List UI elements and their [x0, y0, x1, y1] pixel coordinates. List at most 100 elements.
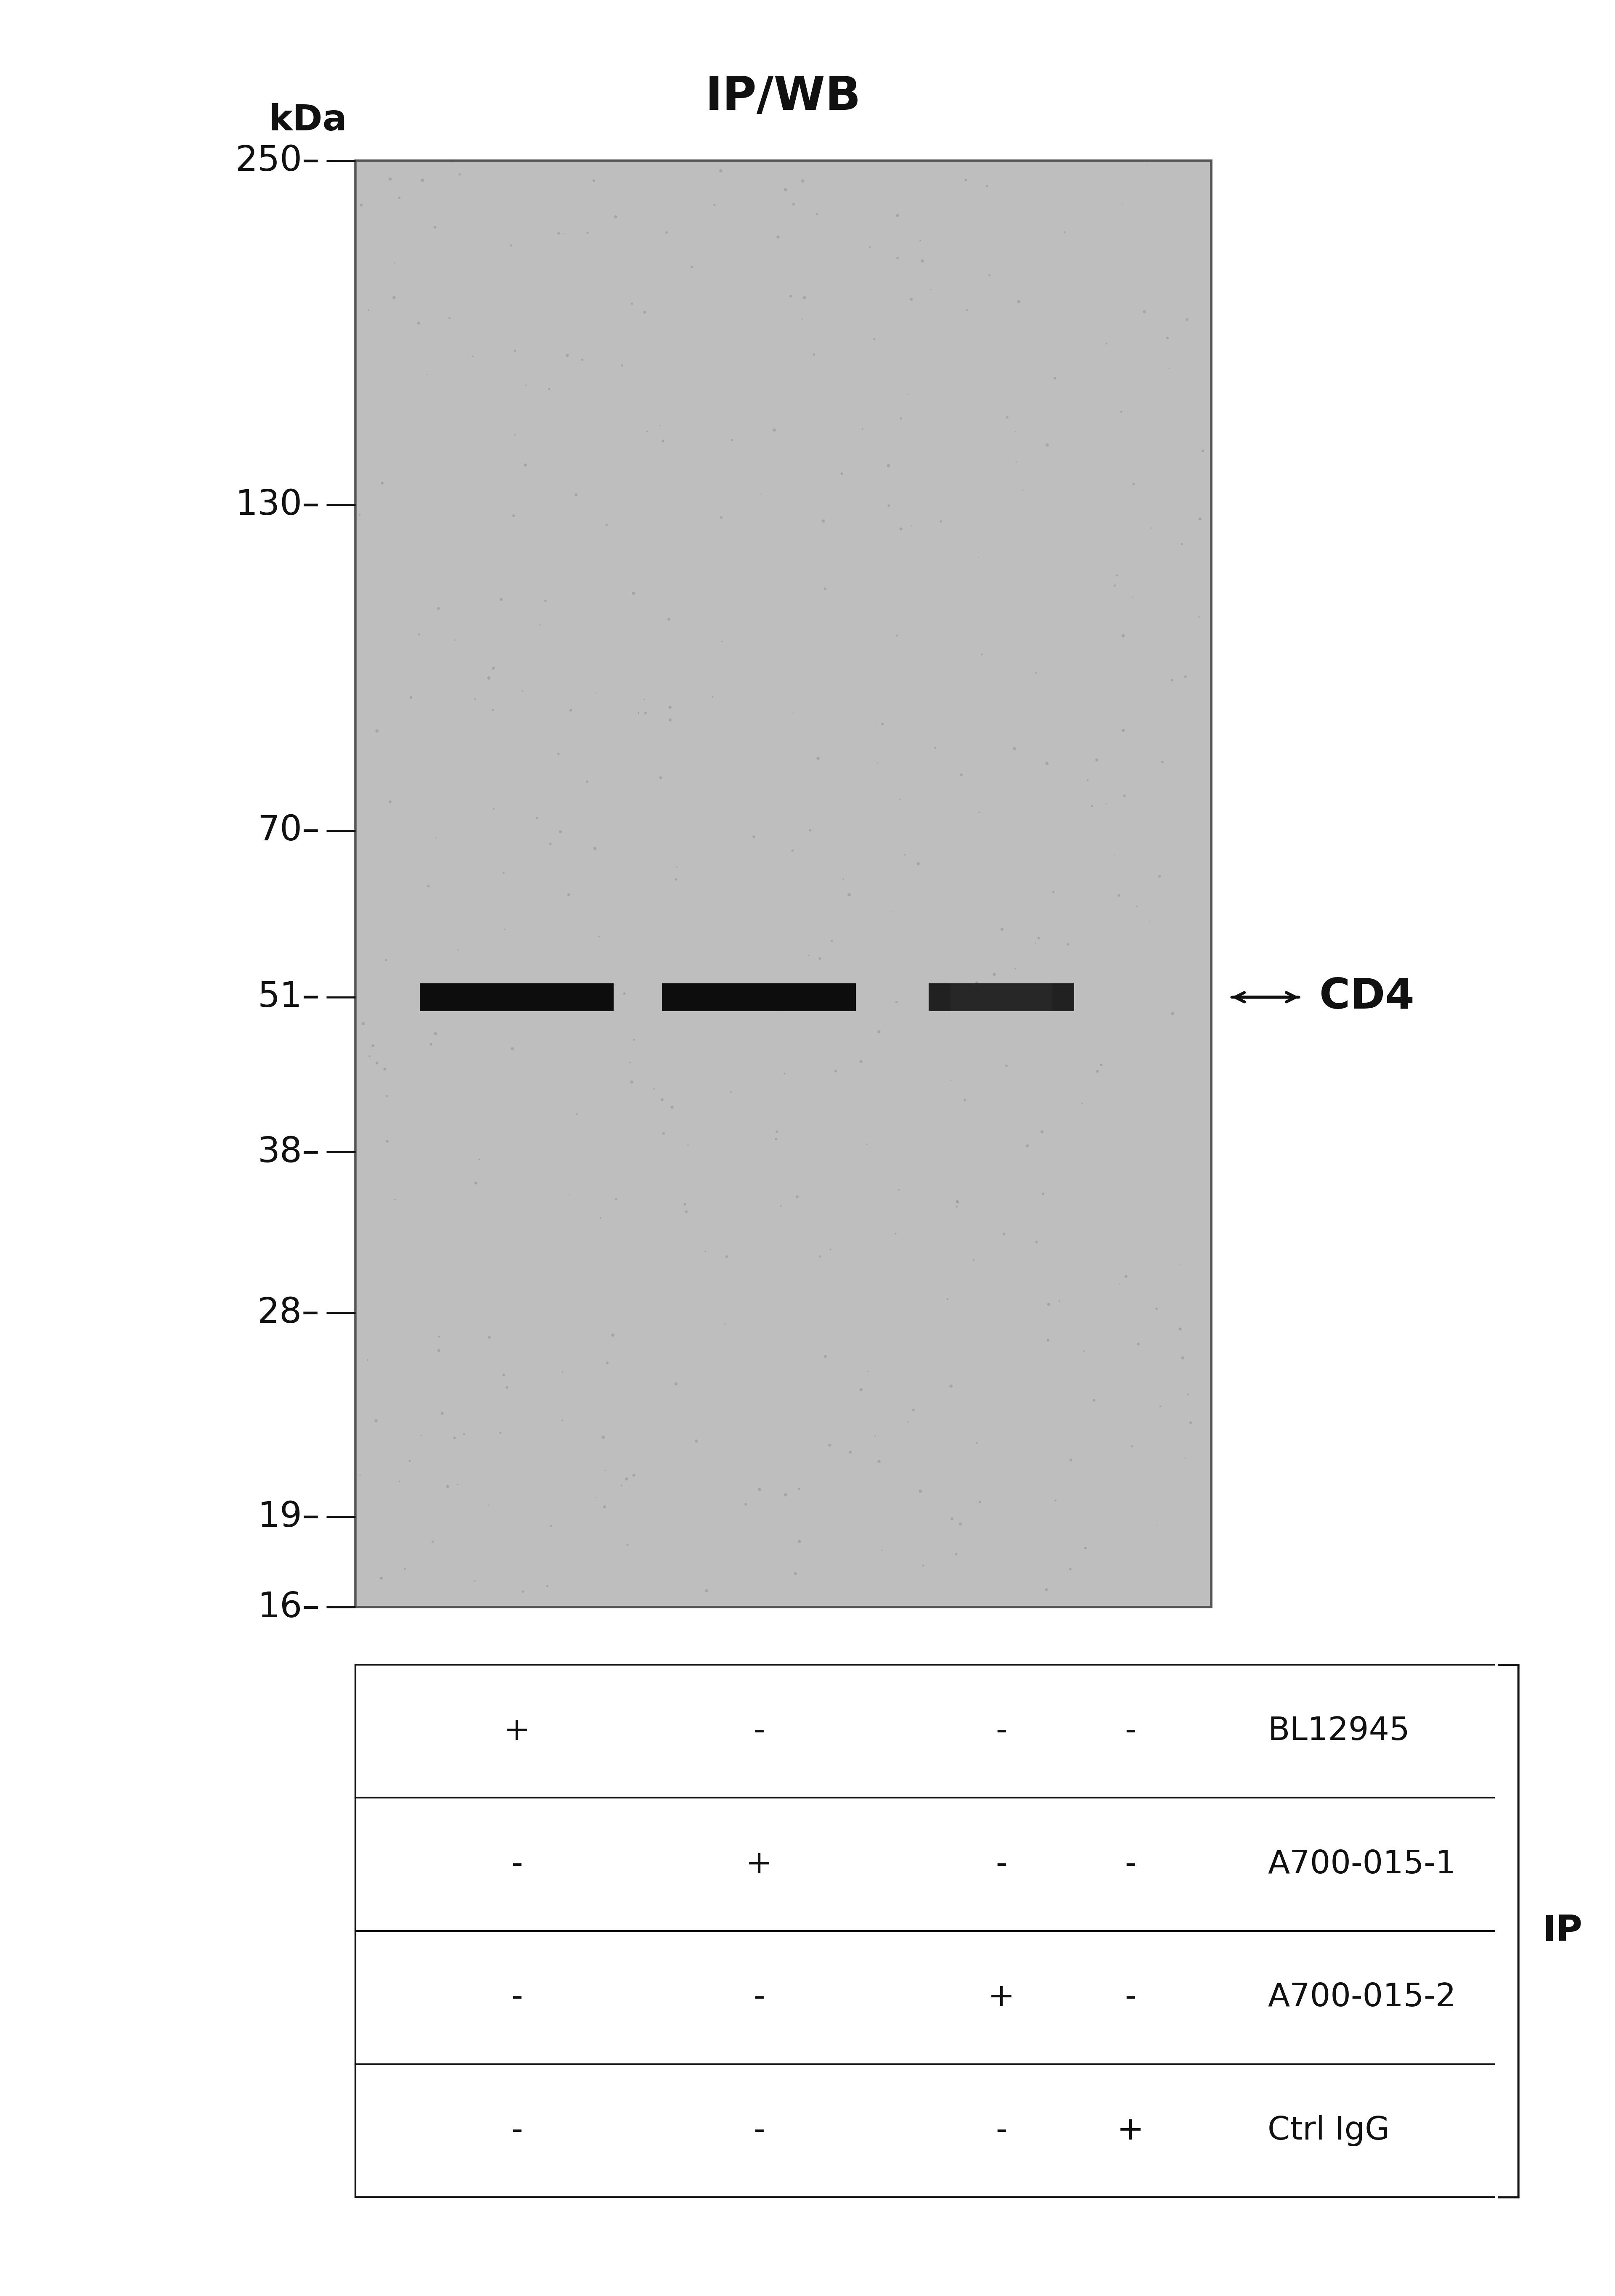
- Point: [948, 1506, 974, 1543]
- Point: [719, 1075, 745, 1111]
- Text: 130–: 130–: [236, 487, 320, 521]
- Point: [491, 912, 517, 948]
- Point: [599, 1316, 625, 1352]
- Point: [869, 705, 895, 742]
- Point: [801, 335, 827, 372]
- Point: [641, 1070, 667, 1107]
- Point: [441, 1419, 467, 1456]
- Point: [790, 301, 816, 338]
- Point: [1113, 1258, 1139, 1295]
- Point: [1051, 214, 1077, 250]
- Point: [467, 1141, 493, 1178]
- Point: [538, 1508, 564, 1545]
- Point: [837, 877, 862, 914]
- Point: [476, 1318, 502, 1355]
- Point: [526, 606, 552, 643]
- Point: [551, 216, 577, 253]
- Point: [869, 1531, 895, 1568]
- Point: [1155, 319, 1181, 356]
- Point: [895, 1403, 921, 1440]
- Point: [357, 1038, 383, 1075]
- Bar: [1053, 983, 1074, 1010]
- Point: [1119, 579, 1145, 615]
- Point: [1169, 526, 1195, 563]
- Point: [1035, 1322, 1061, 1359]
- Bar: [420, 983, 614, 1010]
- Point: [885, 239, 911, 276]
- Point: [423, 820, 449, 856]
- Point: [355, 292, 381, 328]
- Point: [501, 498, 526, 535]
- Point: [407, 615, 433, 652]
- Point: [375, 1077, 401, 1114]
- Point: [415, 356, 441, 393]
- Point: [988, 912, 1014, 948]
- Point: [938, 1368, 964, 1405]
- Point: [964, 1424, 990, 1460]
- Point: [796, 937, 822, 974]
- Point: [1030, 1176, 1056, 1212]
- Point: [849, 411, 875, 448]
- Point: [502, 333, 528, 370]
- Point: [1089, 1047, 1114, 1084]
- Point: [373, 941, 399, 978]
- Text: kDa: kDa: [268, 103, 347, 138]
- Point: [1034, 1570, 1059, 1607]
- Point: [848, 1042, 874, 1079]
- Point: [609, 1467, 635, 1504]
- Point: [911, 1548, 937, 1584]
- Point: [347, 496, 373, 533]
- Point: [381, 280, 407, 317]
- Point: [476, 659, 502, 696]
- Point: [386, 179, 412, 216]
- Point: [929, 503, 954, 540]
- Point: [854, 1352, 880, 1389]
- Point: [1139, 510, 1164, 546]
- Point: [386, 1463, 412, 1499]
- Point: [494, 1368, 520, 1405]
- Point: [593, 1453, 619, 1490]
- Point: [614, 1460, 640, 1497]
- Point: [1110, 186, 1135, 223]
- Text: 250–: 250–: [236, 145, 320, 177]
- Point: [811, 503, 837, 540]
- Point: [783, 1554, 809, 1591]
- Point: [866, 1013, 891, 1049]
- Bar: [662, 983, 691, 1010]
- Point: [1124, 889, 1150, 925]
- Point: [808, 939, 833, 976]
- Point: [462, 1564, 488, 1600]
- Point: [549, 1355, 575, 1391]
- Point: [967, 1483, 993, 1520]
- Point: [350, 1006, 376, 1042]
- Point: [363, 1045, 389, 1081]
- Point: [564, 1095, 589, 1132]
- Point: [535, 1568, 560, 1605]
- Text: 19–: 19–: [257, 1499, 320, 1534]
- Point: [787, 1522, 812, 1559]
- Point: [995, 400, 1021, 436]
- Point: [1022, 654, 1048, 691]
- Point: [1093, 785, 1119, 822]
- Point: [499, 1031, 525, 1068]
- Point: [422, 209, 447, 246]
- Point: [1069, 1086, 1095, 1123]
- Point: [491, 1357, 517, 1394]
- Point: [378, 783, 404, 820]
- Point: [1074, 762, 1100, 799]
- Point: [1174, 301, 1200, 338]
- Bar: [662, 983, 856, 1010]
- Point: [764, 1120, 790, 1157]
- Point: [1137, 902, 1163, 939]
- Text: CD4: CD4: [1319, 976, 1415, 1017]
- Text: 16–: 16–: [257, 1591, 320, 1623]
- Point: [858, 230, 883, 266]
- Point: [1166, 930, 1192, 967]
- Point: [405, 305, 431, 342]
- Point: [583, 675, 609, 712]
- Text: -: -: [995, 1715, 1008, 1747]
- Point: [575, 762, 601, 799]
- Point: [828, 455, 854, 491]
- Point: [830, 861, 856, 898]
- Point: [620, 574, 646, 611]
